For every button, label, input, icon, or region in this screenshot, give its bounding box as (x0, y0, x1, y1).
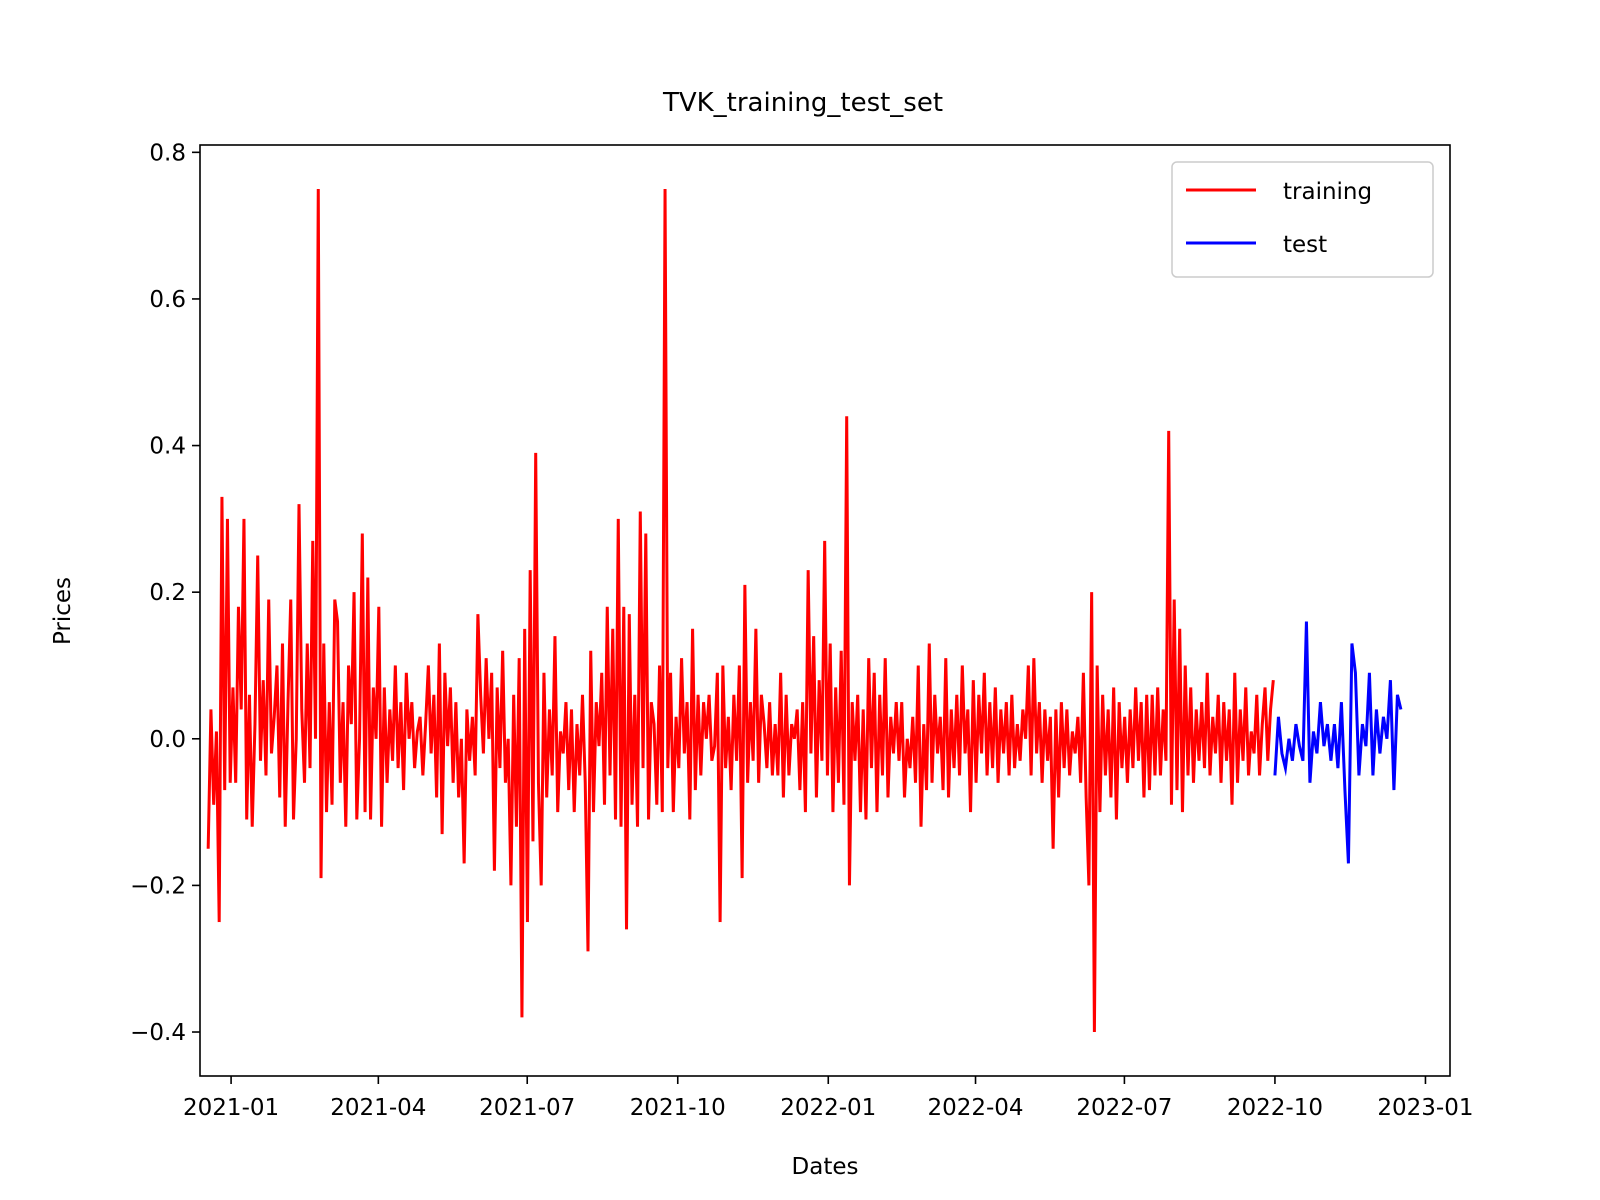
y-tick-label: 0.4 (149, 434, 186, 460)
chart-title: TVK_training_test_set (662, 88, 943, 118)
series-group (206, 188, 1403, 1033)
legend-label-test: test (1283, 232, 1327, 258)
y-tick-label: 0.6 (149, 287, 186, 313)
x-tick-label: 2022-01 (780, 1095, 876, 1121)
y-tick-label: −0.4 (130, 1020, 186, 1046)
y-tick-label: −0.2 (130, 873, 186, 899)
y-axis-label: Prices (50, 577, 76, 645)
y-tick-label: 0.0 (149, 727, 186, 753)
x-tick-label: 2021-07 (479, 1095, 575, 1121)
x-tick-label: 2021-10 (630, 1095, 726, 1121)
x-tick-label: 2023-01 (1377, 1095, 1473, 1121)
y-tick-label: 0.2 (149, 580, 186, 606)
x-tick-label: 2021-01 (183, 1095, 279, 1121)
x-tick-label: 2022-10 (1227, 1095, 1323, 1121)
x-axis: 2021-01 2021-04 2021-07 2021-10 2022-01 2022-… (183, 1076, 1474, 1121)
y-axis: −0.4 −0.2 0.0 0.2 0.4 0.6 0.8 (130, 140, 200, 1046)
legend-label-training: training (1283, 179, 1372, 205)
plot-frame (199, 144, 1451, 1077)
y-tick-label: 0.8 (149, 140, 186, 166)
series-line-training (206, 188, 1275, 1033)
x-tick-label: 2021-04 (330, 1095, 426, 1121)
x-axis-label: Dates (792, 1154, 859, 1180)
plot-area (199, 144, 1451, 1077)
series-line-test (1273, 621, 1403, 864)
x-tick-label: 2022-07 (1076, 1095, 1172, 1121)
x-tick-label: 2022-04 (927, 1095, 1023, 1121)
legend: training test (1171, 161, 1434, 278)
